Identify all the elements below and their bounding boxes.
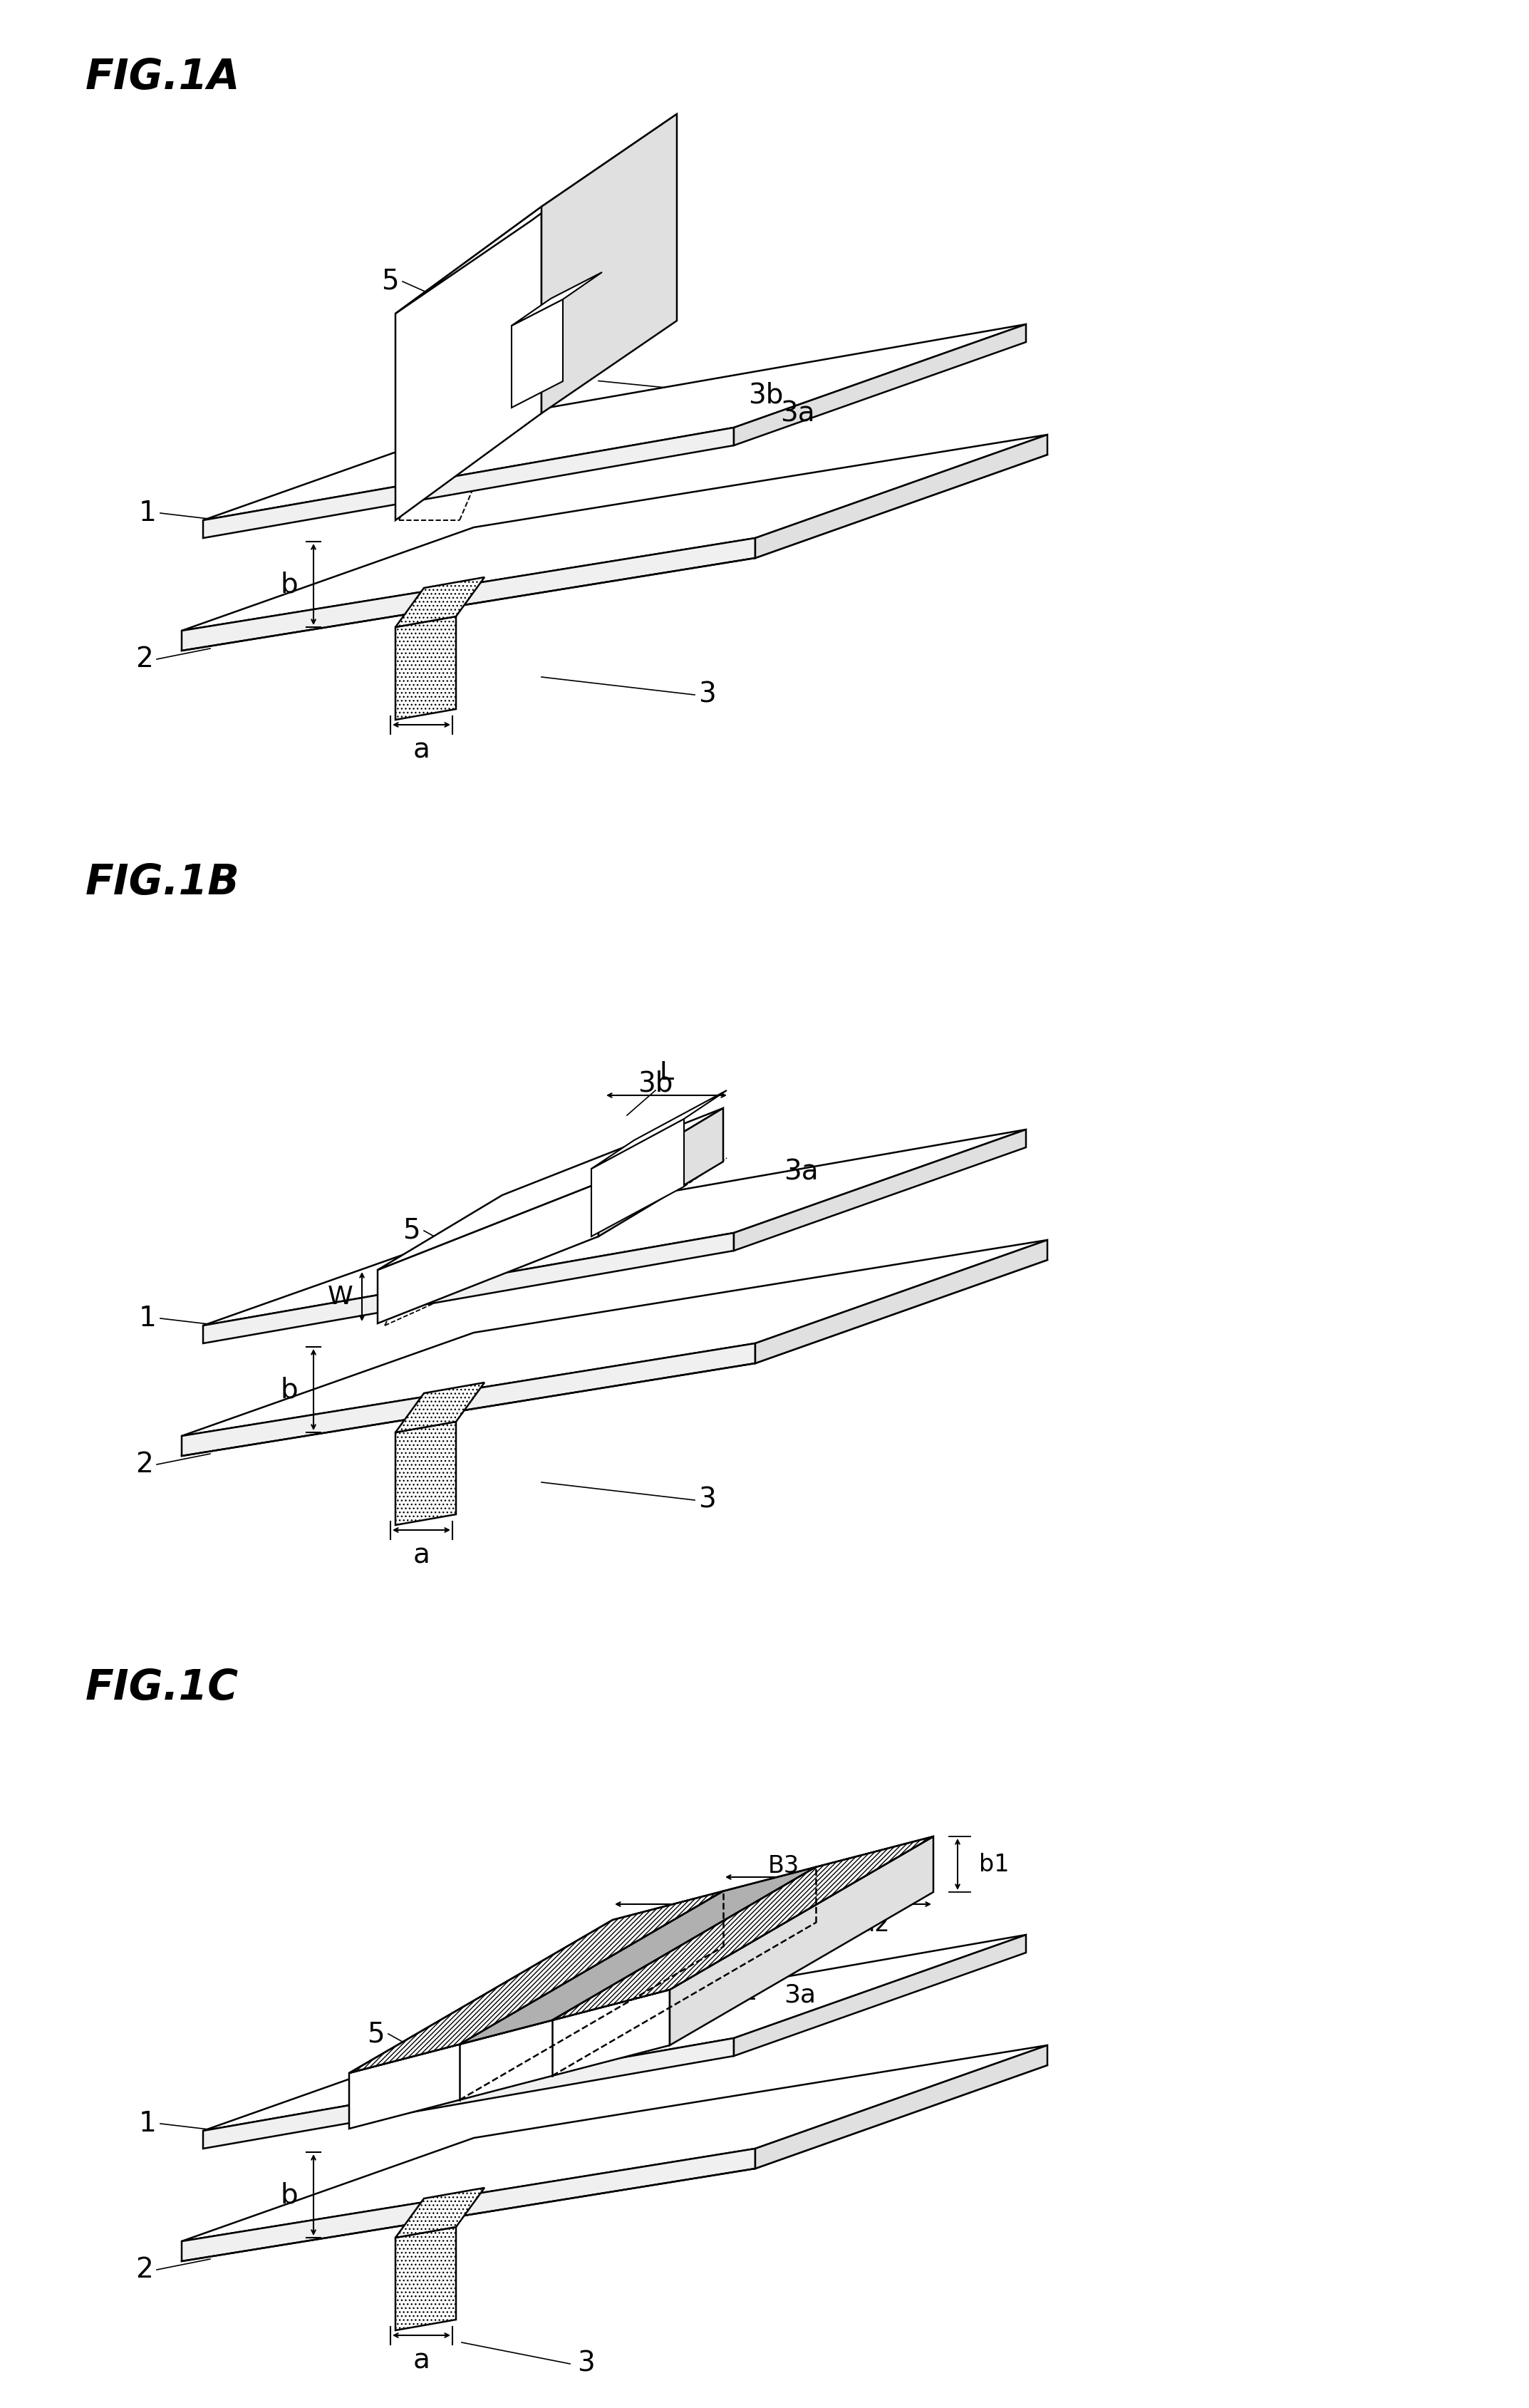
- Polygon shape: [396, 2189, 485, 2237]
- Polygon shape: [734, 325, 1026, 445]
- Text: 3b: 3b: [748, 380, 783, 409]
- Polygon shape: [460, 1866, 816, 2044]
- Text: 2: 2: [136, 645, 153, 672]
- Polygon shape: [349, 1890, 723, 2073]
- Text: a: a: [413, 2348, 430, 2374]
- Text: 1: 1: [139, 1305, 157, 1332]
- Polygon shape: [592, 1120, 683, 1235]
- Text: a: a: [413, 1541, 430, 1570]
- Text: B3: B3: [768, 1854, 800, 1878]
- Polygon shape: [182, 1240, 1047, 1435]
- Polygon shape: [512, 272, 602, 325]
- Text: 5: 5: [402, 1216, 420, 1245]
- Text: W: W: [327, 1283, 353, 1310]
- Text: a: a: [413, 737, 430, 763]
- Polygon shape: [182, 2148, 755, 2261]
- Text: 3b: 3b: [638, 1069, 673, 1096]
- Text: 3: 3: [699, 1486, 716, 1515]
- Polygon shape: [512, 299, 563, 407]
- Text: B2: B2: [726, 1982, 758, 2006]
- Text: FIG.1A: FIG.1A: [86, 58, 240, 99]
- Polygon shape: [203, 1129, 1026, 1324]
- Polygon shape: [755, 436, 1047, 559]
- Polygon shape: [182, 537, 755, 650]
- Text: 3a: 3a: [784, 1984, 816, 2008]
- Text: B1: B1: [352, 2071, 384, 2093]
- Text: 2: 2: [136, 1452, 153, 1479]
- Text: 5: 5: [381, 267, 399, 296]
- Text: 1: 1: [139, 2109, 157, 2138]
- Polygon shape: [592, 1091, 726, 1168]
- Polygon shape: [396, 616, 456, 720]
- Text: b: b: [280, 2182, 298, 2208]
- Polygon shape: [378, 1182, 598, 1324]
- Polygon shape: [378, 1108, 723, 1269]
- Polygon shape: [598, 1108, 723, 1235]
- Polygon shape: [203, 2037, 734, 2148]
- Polygon shape: [734, 1129, 1026, 1250]
- Polygon shape: [552, 1837, 933, 2020]
- Polygon shape: [182, 2044, 1047, 2242]
- Text: 5: 5: [367, 2020, 385, 2047]
- Polygon shape: [203, 1233, 734, 1344]
- Text: 2: 2: [136, 2256, 153, 2283]
- Text: L: L: [659, 1060, 674, 1084]
- Polygon shape: [182, 436, 1047, 631]
- Polygon shape: [734, 1934, 1026, 2056]
- Text: b: b: [280, 571, 298, 597]
- Text: FIG.1C: FIG.1C: [86, 1669, 239, 1707]
- Text: b: b: [280, 1375, 298, 1404]
- Text: 3a: 3a: [780, 400, 815, 426]
- Polygon shape: [203, 429, 734, 537]
- Polygon shape: [349, 1989, 670, 2129]
- Polygon shape: [396, 1421, 456, 1524]
- Polygon shape: [396, 2227, 456, 2331]
- Polygon shape: [203, 325, 1026, 520]
- Text: 3a: 3a: [784, 1158, 818, 1185]
- Text: c: c: [440, 2071, 454, 2093]
- Polygon shape: [755, 1240, 1047, 1363]
- Text: d2: d2: [859, 1912, 890, 1936]
- Polygon shape: [182, 1344, 755, 1457]
- Text: FIG.1B: FIG.1B: [86, 862, 240, 903]
- Text: 3: 3: [576, 2350, 595, 2377]
- Polygon shape: [541, 113, 677, 414]
- Text: d1: d1: [653, 1912, 683, 1936]
- Text: d: d: [761, 1885, 777, 1910]
- Polygon shape: [670, 1837, 933, 2044]
- Polygon shape: [396, 207, 541, 520]
- Polygon shape: [755, 2044, 1047, 2170]
- Polygon shape: [396, 578, 485, 626]
- Polygon shape: [203, 1934, 1026, 2131]
- Text: 1: 1: [139, 498, 157, 527]
- Text: 3: 3: [699, 681, 716, 708]
- Polygon shape: [396, 1382, 485, 1433]
- Text: b1: b1: [979, 1852, 1009, 1876]
- Polygon shape: [396, 113, 677, 313]
